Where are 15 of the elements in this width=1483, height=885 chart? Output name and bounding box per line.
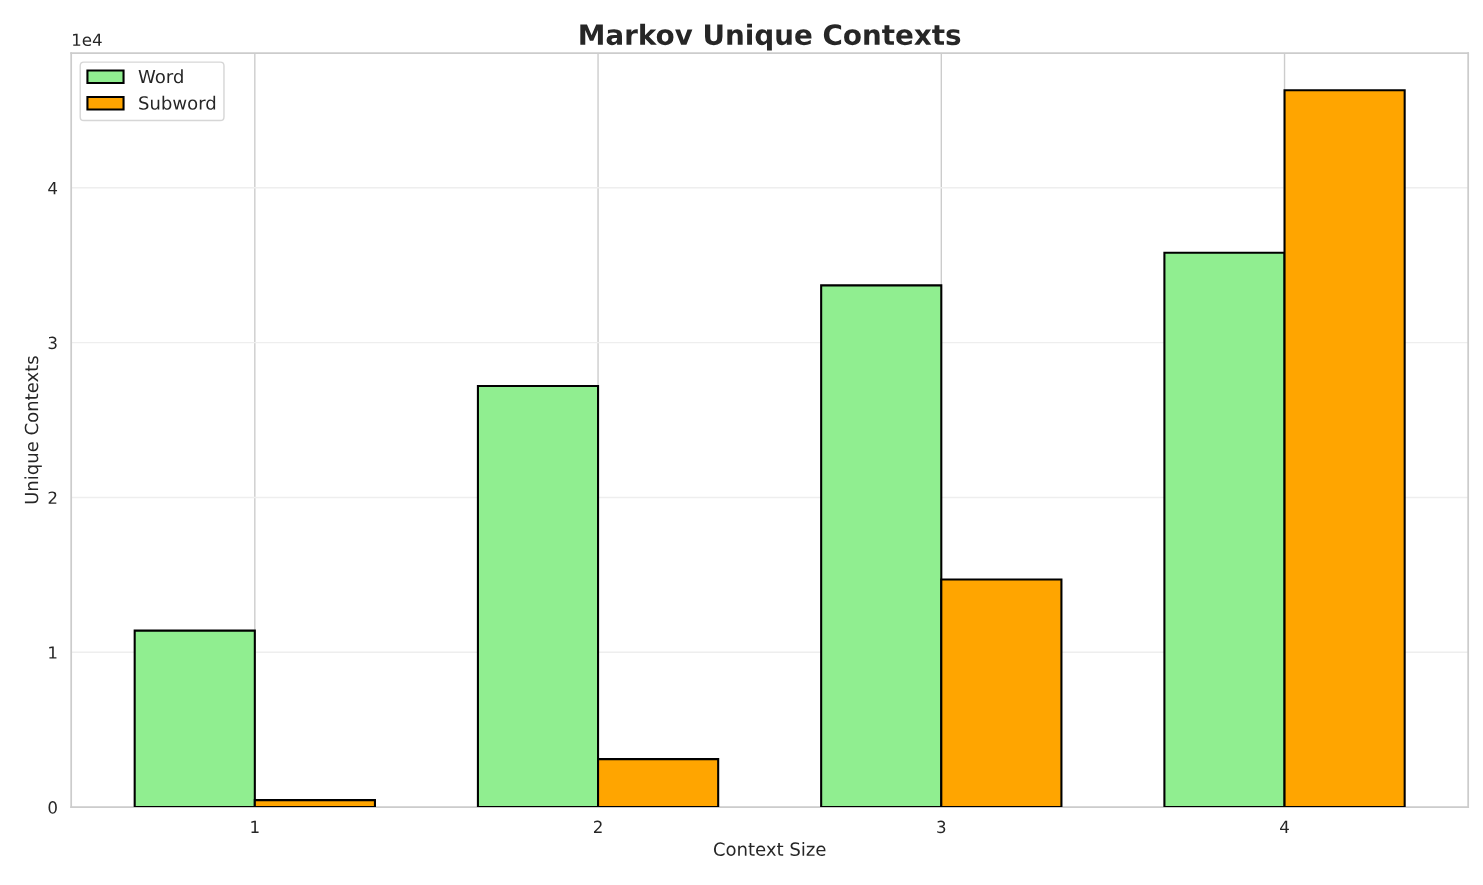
y-tick-label: 0 — [48, 801, 57, 814]
x-tick-label: 1 — [251, 820, 259, 833]
legend-label: Word — [138, 69, 183, 84]
legend-label: Subword — [139, 95, 216, 110]
text: 1e4 — [73, 33, 102, 47]
chart-title: Markov Unique Contexts — [580, 23, 961, 51]
x-tick-label: 2 — [593, 820, 602, 833]
y-tick-label: 1 — [49, 646, 57, 659]
y-tick-label: 3 — [48, 336, 57, 350]
x-tick-label: 3 — [937, 820, 946, 834]
x-tick-label: 4 — [1280, 820, 1289, 833]
y-tick-label: 4 — [48, 181, 58, 195]
y-tick-label: 2 — [48, 491, 57, 504]
x-axis-title: Context Size — [713, 842, 826, 856]
y-axis-title: Unique Contexts — [24, 356, 42, 504]
